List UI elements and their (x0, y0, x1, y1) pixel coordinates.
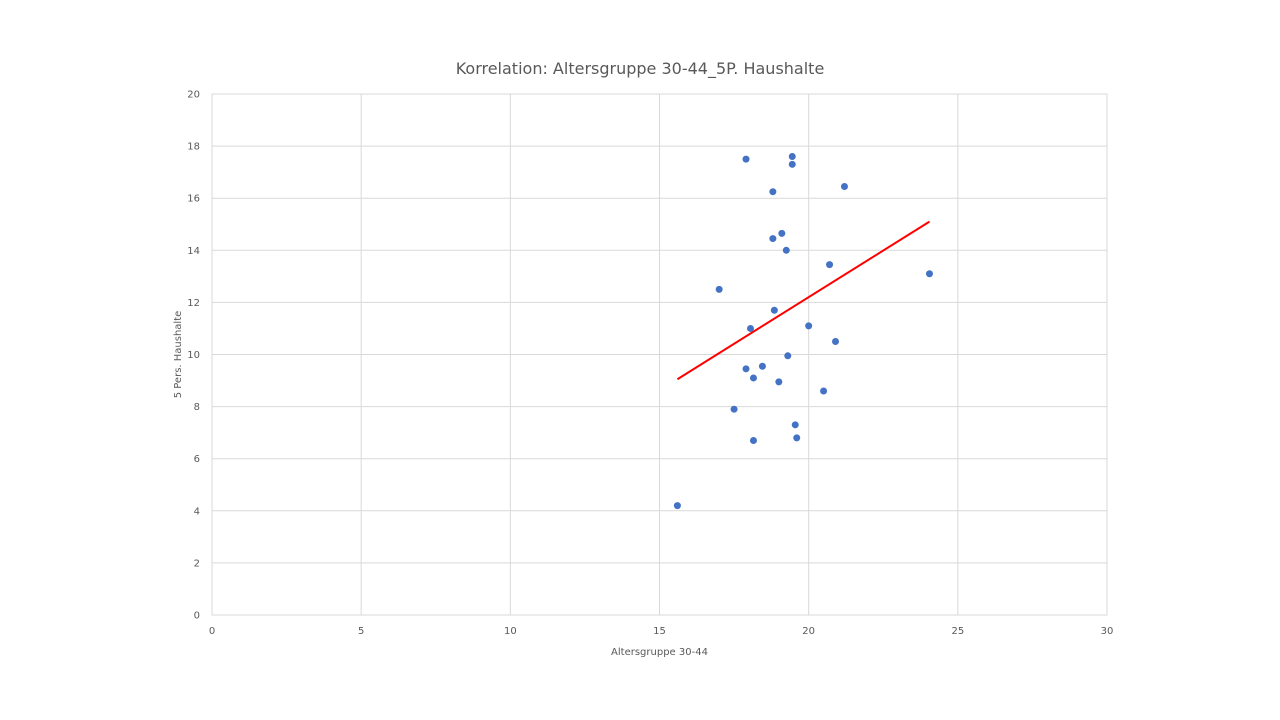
data-point (749, 374, 757, 382)
x-tick-label: 5 (358, 626, 364, 637)
data-point (925, 270, 933, 278)
data-point (742, 365, 750, 373)
data-point (749, 436, 757, 444)
y-tick-label: 2 (194, 558, 200, 569)
y-tick-label: 16 (187, 194, 200, 205)
y-tick-label: 14 (187, 246, 200, 257)
trendline (676, 220, 931, 381)
y-axis-ticks: 0 2 4 6 8 10 12 14 16 18 20 (187, 90, 200, 622)
trendline-layer (676, 220, 931, 381)
data-points (673, 153, 933, 510)
y-tick-label: 18 (187, 142, 200, 153)
data-point (793, 434, 801, 442)
data-point (805, 322, 813, 330)
y-tick-label: 8 (194, 402, 200, 413)
x-tick-label: 25 (951, 626, 964, 637)
x-tick-label: 15 (653, 626, 666, 637)
y-tick-label: 10 (187, 350, 200, 361)
data-point (782, 246, 790, 254)
plot-area (211, 93, 1108, 616)
data-point (788, 153, 796, 161)
data-point (832, 337, 840, 345)
data-point (784, 352, 792, 360)
gridlines (211, 93, 1108, 616)
data-point (840, 182, 848, 190)
x-tick-label: 20 (802, 626, 815, 637)
data-point (673, 502, 681, 510)
data-point (770, 306, 778, 314)
data-point (730, 405, 738, 413)
data-point (769, 235, 777, 243)
x-axis-label: Altersgruppe 30-44 (611, 647, 708, 658)
y-tick-label: 4 (194, 506, 200, 517)
y-axis-label: 5 Pers. Haushalte (173, 311, 184, 399)
data-point (742, 155, 750, 163)
data-point (746, 324, 754, 332)
x-tick-label: 30 (1101, 626, 1114, 637)
data-point (788, 160, 796, 168)
x-tick-label: 10 (504, 626, 517, 637)
data-point (778, 229, 786, 237)
chart-title: Korrelation: Altersgruppe 30-44_5P. Haus… (456, 59, 825, 79)
data-point (715, 285, 723, 293)
y-tick-label: 20 (187, 90, 200, 101)
x-axis-ticks: 0 5 10 15 20 25 30 (209, 626, 1114, 637)
data-point (826, 261, 834, 269)
y-tick-label: 6 (194, 454, 200, 465)
y-tick-label: 0 (194, 611, 200, 622)
data-point (820, 387, 828, 395)
data-point (769, 188, 777, 196)
data-point (758, 362, 766, 370)
x-tick-label: 0 (209, 626, 215, 637)
data-point (791, 421, 799, 429)
y-tick-label: 12 (187, 298, 200, 309)
data-point (775, 378, 783, 386)
